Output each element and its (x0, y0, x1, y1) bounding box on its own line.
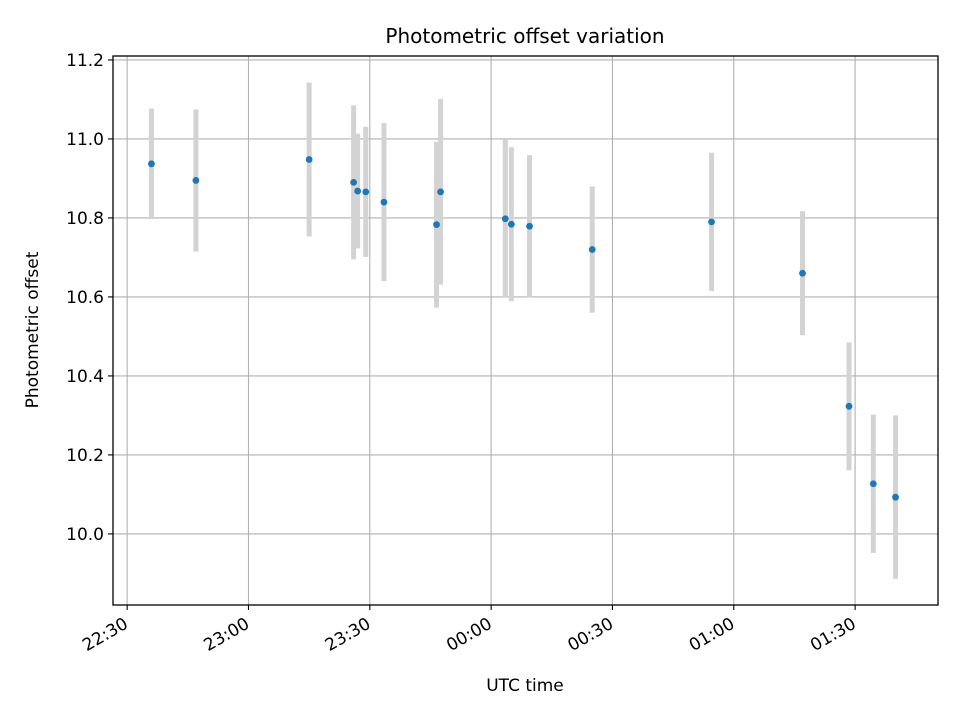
data-point (354, 187, 362, 195)
data-point (380, 198, 388, 206)
data-point (892, 493, 899, 501)
data-point (501, 215, 509, 223)
data-point (437, 188, 444, 196)
y-axis-label: Photometric offset (23, 251, 43, 408)
y-tick-label: 10.6 (66, 288, 104, 308)
data-point (433, 221, 440, 229)
y-axis: 10.0 10.2 10.4 10.6 10.8 11.0 11.2 (66, 51, 113, 545)
data-point (869, 480, 877, 488)
data-point (799, 269, 806, 277)
data-point (588, 246, 596, 253)
data-point (526, 222, 533, 230)
y-tick-label: 10.0 (66, 525, 104, 545)
data-point (192, 177, 200, 184)
plot-frame (112, 55, 939, 606)
y-tick-label: 11.2 (66, 51, 104, 71)
data-point (507, 220, 515, 228)
data-point (845, 402, 853, 410)
data-points (148, 156, 899, 501)
y-tick-label: 10.4 (66, 367, 104, 387)
data-point (305, 156, 313, 163)
x-axis-label: UTC time (486, 676, 564, 696)
y-tick-label: 11.0 (66, 130, 104, 150)
y-tick-label: 10.2 (66, 446, 104, 466)
data-point (708, 218, 715, 226)
data-point (362, 188, 370, 196)
data-point (148, 160, 155, 168)
y-tick-label: 10.8 (66, 209, 104, 229)
data-point (350, 178, 358, 186)
grid (113, 56, 938, 605)
chart-title: Photometric offset variation (385, 24, 664, 48)
